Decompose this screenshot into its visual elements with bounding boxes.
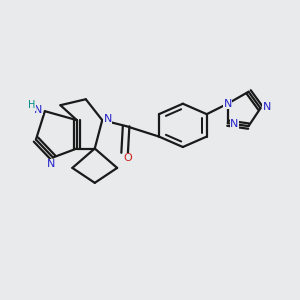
- Text: N: N: [230, 119, 238, 129]
- Text: N: N: [263, 102, 271, 112]
- Text: N: N: [103, 114, 112, 124]
- Text: N: N: [34, 105, 42, 115]
- Text: O: O: [123, 153, 132, 164]
- Text: N: N: [224, 99, 232, 109]
- Text: H: H: [28, 100, 35, 110]
- Text: N: N: [47, 159, 56, 169]
